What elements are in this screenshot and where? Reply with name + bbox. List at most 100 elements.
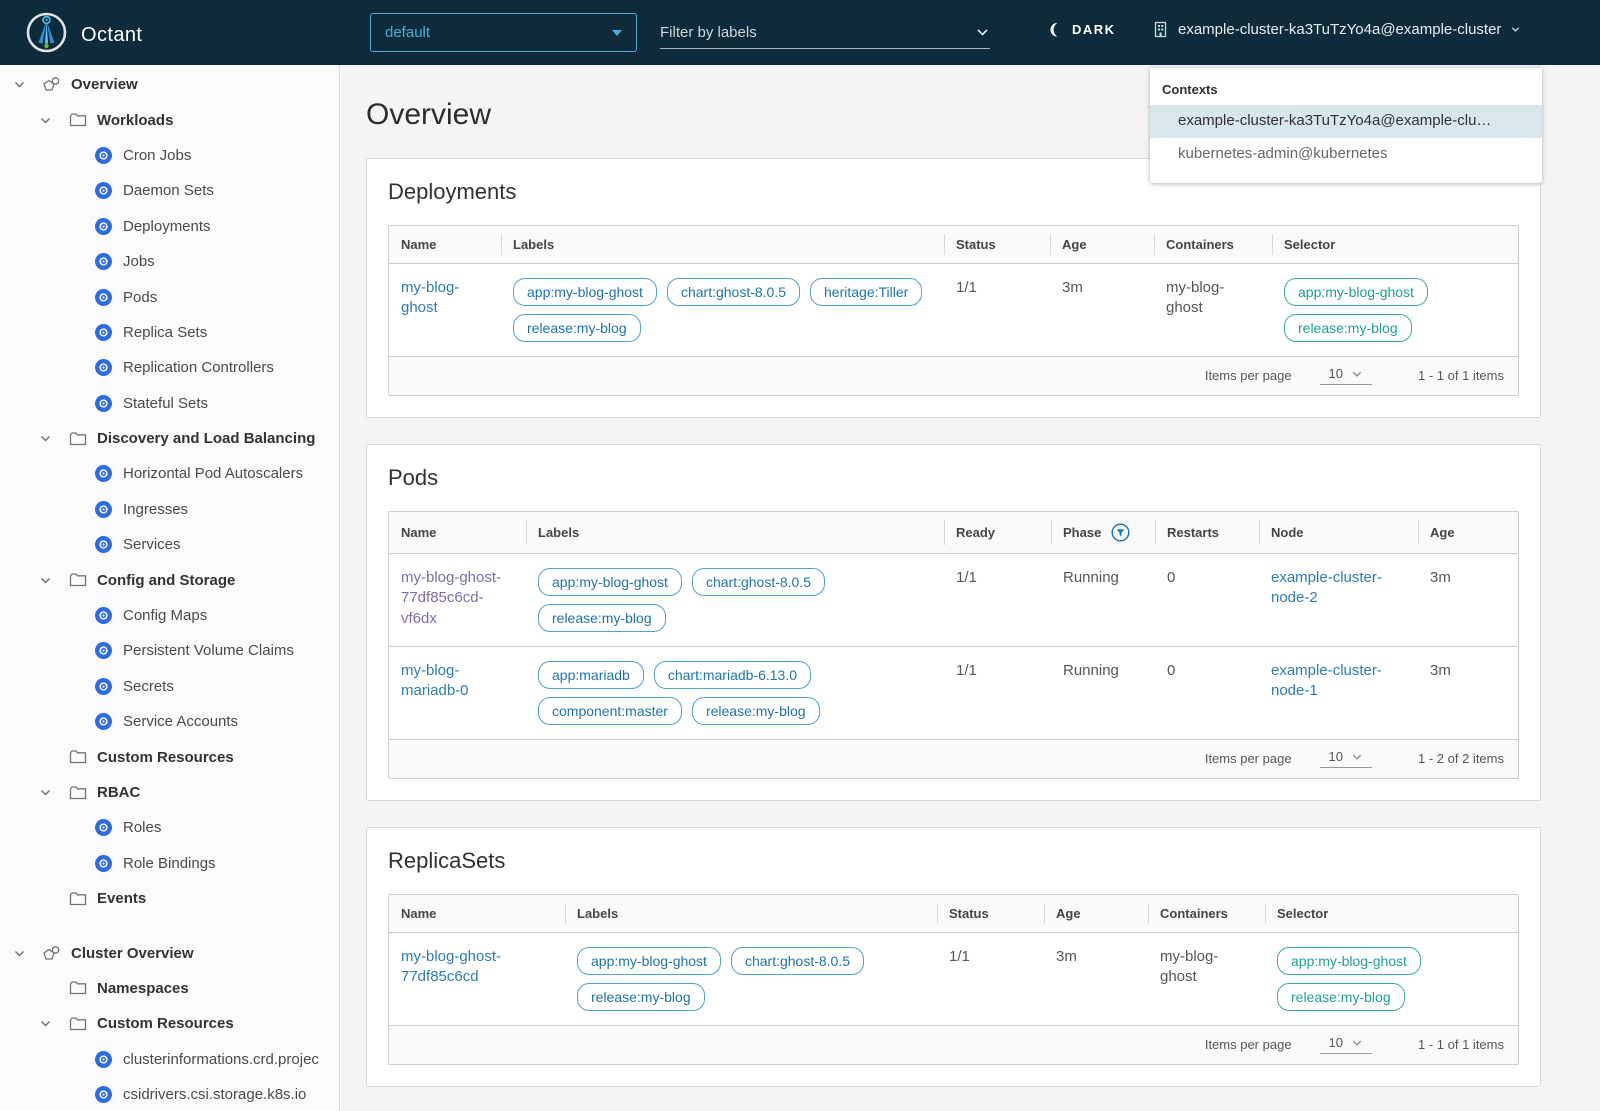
chevron-down-icon[interactable] [12, 78, 26, 91]
chevron-down-icon[interactable] [38, 1017, 52, 1030]
sidebar-item-role-bindings[interactable]: Role Bindings [0, 846, 339, 881]
chevron-down-icon[interactable] [12, 947, 26, 960]
table-row: my-blog-ghost-77df85c6cd-vf6dx app:my-blo… [389, 554, 1518, 647]
sidebar-item-label: clusterinformations.crd.projec [123, 1050, 319, 1068]
sidebar-item-label: Discovery and Load Balancing [97, 430, 316, 448]
sidebar-item-label: Stateful Sets [123, 394, 209, 412]
folder-icon [68, 112, 87, 128]
octant-logo-icon [26, 12, 67, 58]
sidebar-item-custom-resources[interactable]: Custom Resources [0, 1006, 339, 1041]
sidebar-item-roles[interactable]: Roles [0, 810, 339, 845]
sidebar-item-horizontal-pod-autoscalers[interactable]: Horizontal Pod Autoscalers [0, 456, 339, 491]
k8s-serviceaccount-icon [94, 713, 113, 731]
sidebar-item-jobs[interactable]: Jobs [0, 244, 339, 279]
chevron-down-icon[interactable] [38, 114, 52, 127]
link-example-cluster-node-2[interactable]: example-cluster-node-2 [1271, 569, 1382, 607]
folder-icon [68, 980, 87, 996]
column-header-label: Name [401, 906, 437, 921]
sidebar-item-replica-sets[interactable]: Replica Sets [0, 315, 339, 350]
sidebar-item-clusterinformations-crd-projec[interactable]: clusterinformations.crd.projec [0, 1042, 339, 1077]
chevron-down-icon[interactable] [38, 432, 52, 445]
link-my-blog-ghost-77df85c6cd[interactable]: my-blog-ghost-77df85c6cd [401, 948, 502, 986]
sidebar-item-service-accounts[interactable]: Service Accounts [0, 704, 339, 739]
column-header-node: Node [1259, 512, 1418, 553]
sidebar-item-ingresses[interactable]: Ingresses [0, 492, 339, 527]
table-row: my-blog-ghost app:my-blog-ghost chart:ghos… [389, 264, 1518, 357]
sidebar-item-stateful-sets[interactable]: Stateful Sets [0, 386, 339, 421]
pagination-range: 1 - 1 of 1 items [1418, 1037, 1504, 1052]
card-replicasets: ReplicaSets Name Labels Status Age Containers… [366, 827, 1541, 1087]
k8s-deployment-icon [94, 217, 113, 235]
context-current-label: example-cluster-ka3TuTzYo4a@example-clus… [1178, 21, 1502, 38]
table-header-row: Name Labels Status Age Containers Selector [389, 895, 1518, 933]
sidebar-item-services[interactable]: Services [0, 527, 339, 562]
sidebar-item-daemon-sets[interactable]: Daemon Sets [0, 173, 339, 208]
page-size-selector[interactable]: 10 [1319, 1035, 1373, 1054]
sidebar-item-discovery-and-load-balancing[interactable]: Discovery and Load Balancing [0, 421, 339, 456]
k8s-pvc-icon [94, 642, 113, 660]
sidebar-item-rbac[interactable]: RBAC [0, 775, 339, 810]
sidebar-item-label: Jobs [123, 253, 155, 271]
sidebar-item-csidrivers-csi-storage-k8s-io[interactable]: csidrivers.csi.storage.k8s.io [0, 1077, 339, 1111]
cell-text: 0 [1167, 662, 1176, 679]
chevron-down-icon[interactable] [38, 786, 52, 799]
link-my-blog-mariadb-0[interactable]: my-blog-mariadb-0 [401, 662, 469, 700]
filter-icon[interactable] [1111, 523, 1130, 542]
sidebar-item-cluster-overview[interactable]: Cluster Overview [0, 935, 339, 970]
chevron-down-icon[interactable] [38, 574, 52, 587]
sidebar-item-config-and-storage[interactable]: Config and Storage [0, 562, 339, 597]
theme-toggle-button[interactable]: DARK [1046, 21, 1116, 38]
folder-icon [68, 749, 87, 765]
sidebar-item-overview[interactable]: Overview [0, 67, 339, 102]
column-header-age: Age [1418, 512, 1518, 553]
app-title: Octant [81, 23, 143, 46]
sidebar-item-label: Roles [123, 819, 162, 837]
column-header-name: Name [389, 512, 526, 553]
sidebar-item-events[interactable]: Events [0, 881, 339, 916]
sidebar-item-persistent-volume-claims[interactable]: Persistent Volume Claims [0, 633, 339, 668]
sidebar-item-deployments[interactable]: Deployments [0, 209, 339, 244]
top-navbar: Octant default DARK example-cluster-ka3T… [0, 0, 1600, 65]
link-my-blog-ghost-77df85c6cd-vf6dx[interactable]: my-blog-ghost-77df85c6cd-vf6dx [401, 569, 502, 627]
context-menu-item-kubernetes-admin-kubernetes[interactable]: kubernetes-admin@kubernetes [1178, 145, 1388, 162]
sidebar-item-namespaces[interactable]: Namespaces [0, 971, 339, 1006]
sidebar-item-custom-resources[interactable]: Custom Resources [0, 739, 339, 774]
column-header-selector: Selector [1265, 895, 1518, 932]
sidebar-item-secrets[interactable]: Secrets [0, 669, 339, 704]
items-per-page-label: Items per page [1204, 1037, 1292, 1052]
link-my-blog-ghost[interactable]: my-blog-ghost [401, 279, 460, 317]
theme-toggle-label: DARK [1072, 22, 1116, 37]
label-tags: app:my-blog-ghost chart:ghost-8.0.5 herita… [513, 278, 932, 342]
cards-container: Deployments Name Labels Status Age Containers… [366, 158, 1541, 1087]
sidebar-item-cron-jobs[interactable]: Cron Jobs [0, 138, 339, 173]
page-size-selector[interactable]: 10 [1319, 749, 1373, 768]
tag-chart-ghost-8-0-5: chart:ghost-8.0.5 [691, 568, 826, 596]
column-header-label: Node [1271, 525, 1304, 540]
sidebar-item-pods[interactable]: Pods [0, 279, 339, 314]
cell-containers: my-blog-ghost [1154, 264, 1272, 356]
tag-app-mariadb: app:mariadb [538, 661, 644, 689]
sidebar-item-replication-controllers[interactable]: Replication Controllers [0, 350, 339, 385]
cell-restarts: 0 [1155, 647, 1259, 739]
sidebar-item-label: Custom Resources [97, 748, 234, 766]
context-menu-item-example-cluster-ka3tutzyo4a-example-clu[interactable]: example-cluster-ka3TuTzYo4a@example-clu… [1150, 105, 1542, 138]
label-filter-input[interactable] [660, 23, 975, 41]
table-replicasets: Name Labels Status Age Containers Selector my-… [388, 894, 1519, 1065]
k8s-daemonset-icon [94, 182, 113, 200]
label-tags: app:my-blog-ghost chart:ghost-8.0.5 releas… [577, 947, 925, 1011]
sidebar-item-config-maps[interactable]: Config Maps [0, 598, 339, 633]
cell-phase: Running [1051, 647, 1155, 739]
context-selector[interactable]: example-cluster-ka3TuTzYo4a@example-clus… [1152, 21, 1521, 38]
cell-name: my-blog-mariadb-0 [389, 647, 526, 739]
chevron-down-icon[interactable] [975, 25, 990, 40]
cell-age: 3m [1418, 554, 1518, 646]
namespace-selector[interactable]: default [370, 13, 637, 52]
label-tags: app:my-blog-ghost chart:ghost-8.0.5 releas… [538, 568, 932, 632]
tag-app-my-blog-ghost: app:my-blog-ghost [1284, 278, 1428, 306]
page-size-selector[interactable]: 10 [1319, 366, 1373, 385]
cell-status: 1/1 [944, 264, 1050, 356]
sidebar-item-workloads[interactable]: Workloads [0, 102, 339, 137]
column-header-label: Name [401, 525, 437, 540]
link-example-cluster-node-1[interactable]: example-cluster-node-1 [1271, 662, 1382, 700]
contexts-dropdown-title: Contexts [1162, 82, 1218, 97]
